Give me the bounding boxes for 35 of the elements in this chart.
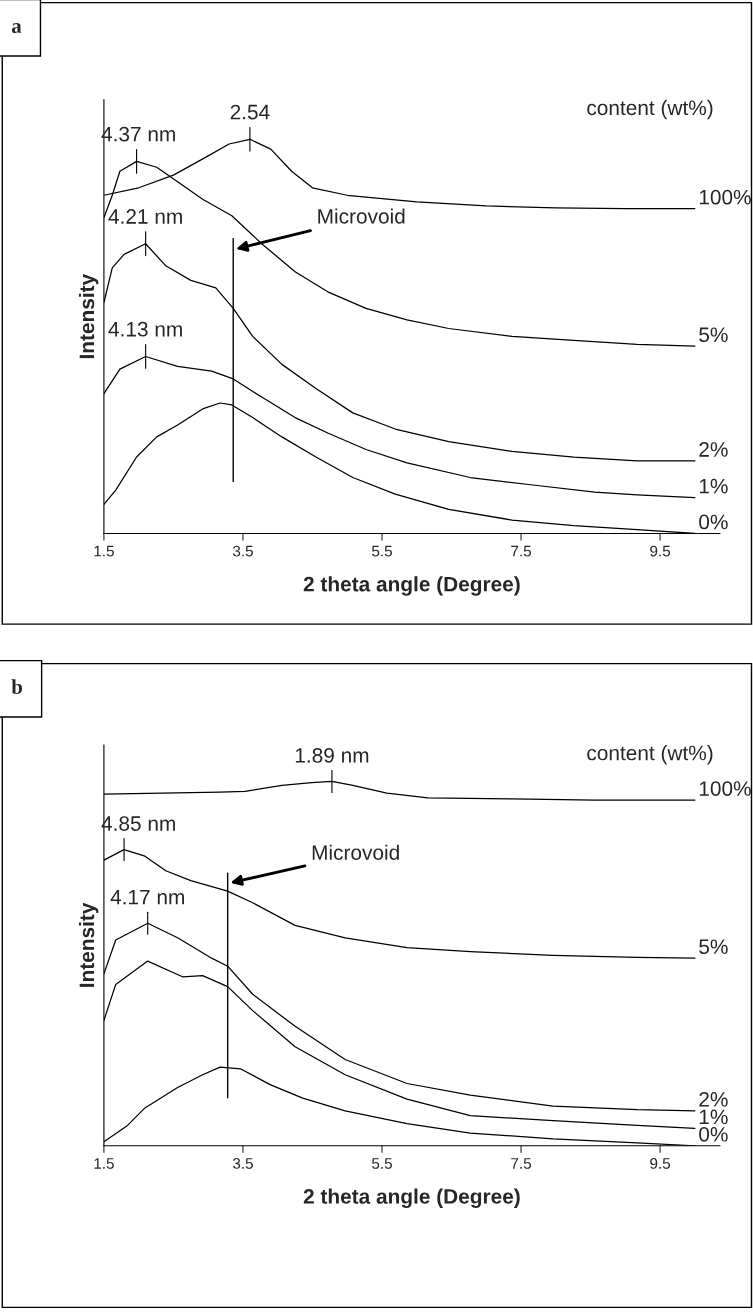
x-tick-label: 7.5 [511,1158,532,1169]
x-tick-label: 3.5 [232,545,253,557]
y-axis-title: Intensity [78,902,99,987]
series-label: 100% [699,189,751,205]
x-tick-label: 9.5 [650,545,671,557]
series-label: 0% [699,1126,728,1142]
series-label: 0% [699,514,728,530]
annotation: 1.89 nm [295,748,369,763]
annotation: 4.13 nm [108,321,182,337]
x-tick-label: 1.5 [94,545,114,557]
series-label: 1% [699,1109,728,1125]
x-tick-label: 7.5 [511,545,532,557]
ref-line-label: Microvoid [318,208,405,224]
chart-title: b [11,679,23,694]
legend-title: content (wt%) [587,99,713,120]
x-tick-label: 5.5 [371,545,392,557]
annotation: 4.17 nm [110,889,184,905]
y-axis-title: Intensity [78,273,99,359]
x-axis-title: 2 theta angle (Degree) [303,576,520,596]
ref-line-label: Microvoid [312,844,399,860]
series-label: 2% [699,1091,728,1107]
chart-title: a [11,23,22,34]
annotation: 4.21 nm [108,209,182,224]
series-label: 5% [699,327,728,343]
x-tick-label: 5.5 [371,1158,392,1169]
x-tick-label: 1.5 [94,1158,114,1169]
legend-title: content (wt%) [587,745,713,765]
x-tick-label: 9.5 [650,1158,671,1169]
series-label: 2% [699,442,728,457]
series-label: 100% [699,781,751,796]
series-label: 1% [699,478,728,494]
annotation: 2.54 [230,104,270,120]
x-axis-title: 2 theta angle (Degree) [303,1188,520,1209]
series-label: 5% [699,939,728,955]
x-tick-label: 3.5 [232,1158,253,1169]
